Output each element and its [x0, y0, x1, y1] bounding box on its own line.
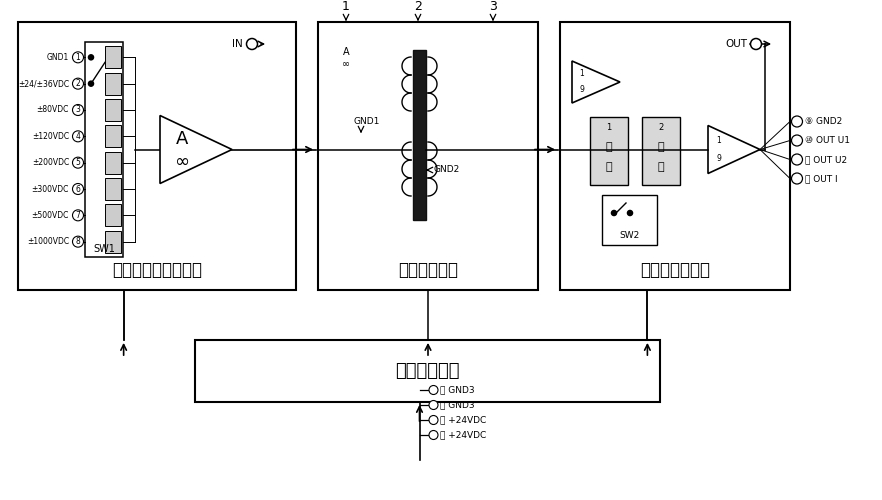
- Circle shape: [791, 135, 803, 146]
- Circle shape: [611, 210, 617, 216]
- Text: 多类型输出电路: 多类型输出电路: [640, 261, 710, 279]
- Text: ±1000VDC: ±1000VDC: [26, 237, 69, 246]
- Text: 数: 数: [658, 142, 664, 152]
- Circle shape: [88, 81, 93, 86]
- Text: 6: 6: [76, 184, 80, 194]
- Text: SW2: SW2: [619, 230, 639, 239]
- Text: 3: 3: [489, 0, 497, 12]
- Circle shape: [72, 236, 84, 247]
- Text: ±80VDC: ±80VDC: [37, 106, 69, 114]
- Bar: [105, 230, 121, 252]
- Text: A: A: [343, 47, 349, 57]
- Polygon shape: [708, 126, 760, 174]
- Text: 1: 1: [342, 0, 350, 12]
- Text: IN: IN: [232, 39, 243, 49]
- Text: 模: 模: [606, 162, 612, 172]
- Text: 2: 2: [76, 79, 80, 88]
- Circle shape: [791, 154, 803, 165]
- Text: 1: 1: [579, 70, 585, 78]
- Text: ∞: ∞: [175, 152, 190, 170]
- Text: ±300VDC: ±300VDC: [32, 184, 69, 194]
- Text: 7: 7: [76, 211, 80, 220]
- Text: 数: 数: [606, 142, 612, 152]
- Text: 8: 8: [76, 237, 80, 246]
- Bar: [413, 50, 426, 220]
- Text: SW1: SW1: [93, 244, 115, 254]
- Circle shape: [751, 38, 761, 50]
- Polygon shape: [572, 61, 620, 103]
- Bar: [642, 117, 680, 185]
- Circle shape: [429, 416, 438, 424]
- Text: A: A: [176, 130, 188, 148]
- Text: ⑯ +24VDC: ⑯ +24VDC: [440, 430, 487, 440]
- Bar: [590, 117, 628, 185]
- Text: ⑭ GND3: ⑭ GND3: [440, 400, 475, 409]
- Circle shape: [627, 210, 632, 216]
- Text: 1: 1: [607, 122, 611, 132]
- Polygon shape: [160, 116, 232, 184]
- Bar: [18, 22, 296, 290]
- Text: 4: 4: [76, 132, 80, 141]
- Text: ⑲ +24VDC: ⑲ +24VDC: [440, 416, 487, 424]
- Bar: [85, 42, 123, 257]
- Text: ⑪ OUT U2: ⑪ OUT U2: [805, 155, 847, 164]
- Bar: [105, 72, 121, 94]
- Circle shape: [88, 55, 93, 60]
- Circle shape: [72, 104, 84, 116]
- Text: GND1: GND1: [47, 53, 69, 62]
- Text: 1: 1: [716, 136, 721, 145]
- Text: ±200VDC: ±200VDC: [32, 158, 69, 167]
- Circle shape: [429, 386, 438, 394]
- Circle shape: [72, 52, 84, 63]
- Circle shape: [72, 210, 84, 221]
- Circle shape: [246, 38, 258, 50]
- Circle shape: [791, 173, 803, 184]
- Text: ⑩ OUT U1: ⑩ OUT U1: [805, 136, 850, 145]
- Circle shape: [429, 430, 438, 440]
- Text: 模: 模: [658, 162, 664, 172]
- Bar: [105, 46, 121, 68]
- Text: 1: 1: [76, 53, 80, 62]
- Text: 2: 2: [658, 122, 663, 132]
- Bar: [560, 22, 790, 290]
- Text: 5: 5: [76, 158, 80, 167]
- Circle shape: [72, 157, 84, 168]
- Circle shape: [429, 400, 438, 409]
- Circle shape: [72, 131, 84, 142]
- Text: 辅助电源电路: 辅助电源电路: [395, 362, 460, 380]
- Bar: [105, 178, 121, 200]
- Text: 9: 9: [716, 154, 721, 163]
- Text: OUT: OUT: [725, 39, 747, 49]
- Text: 多量程精密采样电路: 多量程精密采样电路: [112, 261, 202, 279]
- Bar: [105, 204, 121, 227]
- Bar: [195, 340, 660, 402]
- Text: ⑫ OUT I: ⑫ OUT I: [805, 174, 838, 183]
- Circle shape: [72, 78, 84, 89]
- Text: 3: 3: [76, 106, 80, 114]
- Text: GND2: GND2: [433, 166, 460, 174]
- Text: GND1: GND1: [353, 118, 379, 126]
- Bar: [105, 99, 121, 121]
- Text: 隔离转换电路: 隔离转换电路: [398, 261, 458, 279]
- Bar: [105, 152, 121, 174]
- Text: ⑬ GND3: ⑬ GND3: [440, 386, 475, 394]
- Text: 9: 9: [579, 86, 585, 94]
- Text: ∞: ∞: [342, 59, 350, 69]
- Text: ⑨ GND2: ⑨ GND2: [805, 117, 842, 126]
- Circle shape: [791, 116, 803, 127]
- Text: ±120VDC: ±120VDC: [32, 132, 69, 141]
- Text: 2: 2: [414, 0, 422, 12]
- Text: ±24/±36VDC: ±24/±36VDC: [18, 79, 69, 88]
- Circle shape: [72, 184, 84, 194]
- Text: ±500VDC: ±500VDC: [32, 211, 69, 220]
- Bar: [318, 22, 538, 290]
- Bar: [602, 195, 657, 245]
- Bar: [105, 126, 121, 148]
